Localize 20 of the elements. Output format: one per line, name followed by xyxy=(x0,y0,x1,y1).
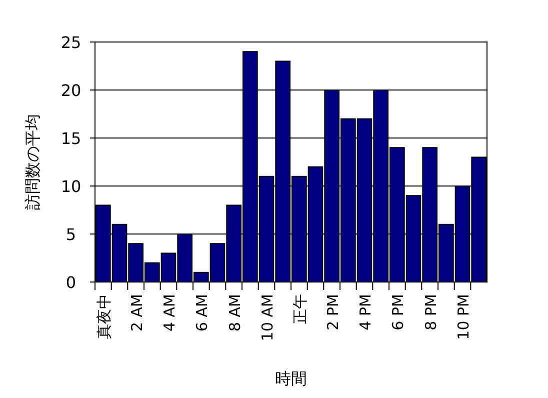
y-tick-label: 20 xyxy=(60,81,82,100)
x-tick-label: 真夜中 xyxy=(95,294,114,339)
x-tick-label: 2 PM xyxy=(324,294,342,330)
y-tick-label: 5 xyxy=(66,225,76,244)
x-tick-label: 8 PM xyxy=(422,294,440,330)
x-tick-label: 6 AM xyxy=(193,294,212,332)
y-tick-label: 15 xyxy=(60,129,82,148)
x-tick-label: 8 AM xyxy=(226,294,244,332)
x-tick-label: 4 PM xyxy=(356,294,374,330)
y-tick-label: 0 xyxy=(66,273,76,292)
y-axis-title: 訪問数の平均 xyxy=(23,114,42,210)
y-tick-label: 10 xyxy=(60,177,82,196)
x-axis-title: 時間 xyxy=(275,369,307,388)
x-tick-label: 4 AM xyxy=(160,294,178,332)
x-tick-label: 10 AM xyxy=(258,294,276,342)
x-tick-label: 2 AM xyxy=(128,294,146,332)
y-tick-label: 25 xyxy=(60,33,82,52)
x-tick-label: 6 PM xyxy=(389,294,408,330)
x-tick-label: 正午 xyxy=(291,294,310,324)
x-tick-label: 10 PM xyxy=(454,294,472,340)
